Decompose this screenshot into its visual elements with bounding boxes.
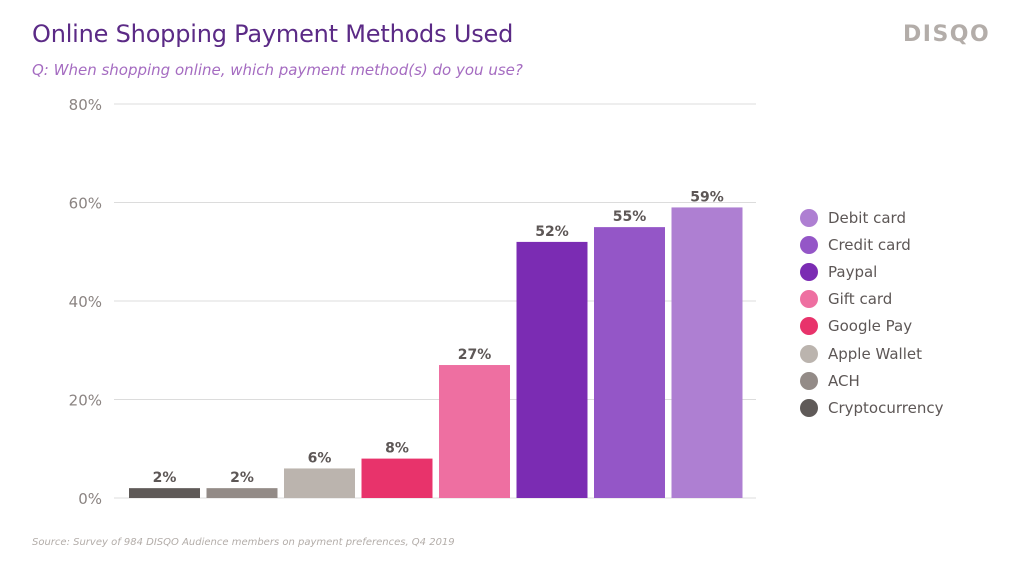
legend-swatch <box>800 235 818 254</box>
data-label: 6% <box>308 450 332 466</box>
legend-item: Credit card <box>800 231 1010 258</box>
chart-subtitle: Q: When shopping online, which payment m… <box>32 61 523 79</box>
legend-label: Google Pay <box>828 317 913 336</box>
legend-item: ACH <box>800 367 1010 394</box>
legend-item: Debit card <box>800 204 1010 231</box>
legend-item: Paypal <box>800 258 1010 285</box>
data-label: 52% <box>535 224 569 240</box>
source-note: Source: Survey of 984 DISQO Audience mem… <box>32 537 455 548</box>
legend-label: Apple Wallet <box>828 344 922 363</box>
chart-title: Online Shopping Payment Methods Used <box>32 20 514 48</box>
legend-swatch <box>800 344 818 363</box>
legend-swatch <box>800 371 818 390</box>
data-label: 8% <box>385 441 409 457</box>
legend-label: Gift card <box>828 290 893 309</box>
legend-swatch <box>800 290 818 309</box>
legend-label: Cryptocurrency <box>828 398 944 417</box>
y-tick-label: 0% <box>78 490 102 508</box>
legend-label: Paypal <box>828 262 878 281</box>
legend-swatch <box>800 208 818 227</box>
bar-paypal <box>516 241 588 498</box>
y-tick-label: 20% <box>69 392 102 410</box>
legend-item: Google Pay <box>800 313 1010 340</box>
y-tick-label: 80% <box>69 96 102 114</box>
data-label: 59% <box>690 189 724 205</box>
legend-swatch <box>800 317 818 336</box>
bar-apple-wallet <box>284 468 355 498</box>
legend-label: Credit card <box>828 235 911 254</box>
y-axis-ticks: 0% 20% 40% 60% 80% <box>69 96 102 508</box>
bar-ach <box>206 488 278 498</box>
legend-item: Gift card <box>800 286 1010 313</box>
legend-swatch <box>800 398 818 417</box>
legend-swatch <box>800 262 818 281</box>
data-label: 27% <box>458 347 492 363</box>
y-tick-label: 60% <box>69 195 102 213</box>
data-label: 2% <box>153 470 177 486</box>
bars <box>129 207 743 499</box>
legend-label: Debit card <box>828 208 906 227</box>
bar-google-pay <box>361 458 433 498</box>
legend-label: ACH <box>828 371 860 390</box>
data-label: 2% <box>230 470 254 486</box>
legend-item: Apple Wallet <box>800 340 1010 367</box>
bar-gift-card <box>439 365 510 498</box>
disqo-logo: DISQO <box>903 22 991 47</box>
bar-credit-card <box>594 227 665 498</box>
chart-legend: Debit card Credit card Paypal Gift card Goog… <box>800 204 1010 422</box>
data-label: 55% <box>613 209 647 225</box>
bar-debit-card <box>671 207 743 499</box>
data-labels: 2% 2% 6% 8% 27% 52% 55% 59% <box>153 189 724 486</box>
y-tick-label: 40% <box>69 293 102 311</box>
legend-item: Cryptocurrency <box>800 394 1010 421</box>
bar-cryptocurrency <box>129 488 200 498</box>
